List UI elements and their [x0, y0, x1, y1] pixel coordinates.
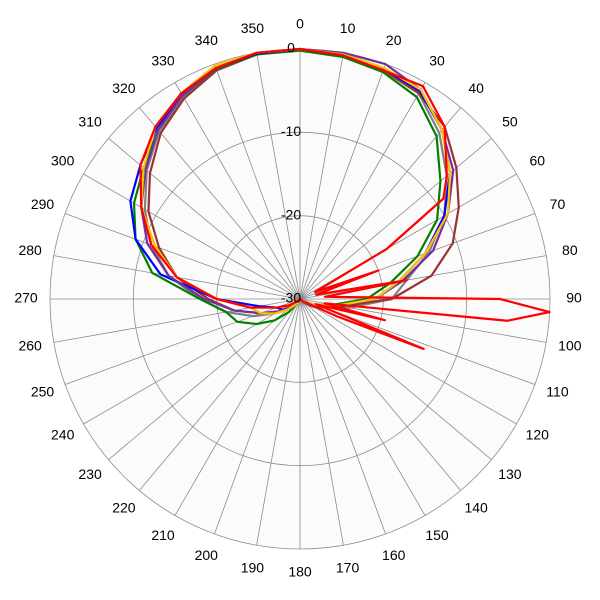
theta-tick-label: 240 [51, 427, 75, 443]
theta-tick-label: 290 [31, 196, 55, 212]
theta-tick-label: 220 [112, 500, 136, 516]
theta-tick-label: 160 [382, 547, 406, 563]
r-tick-label: -20 [281, 206, 301, 222]
theta-tick-label: 170 [336, 560, 360, 576]
theta-tick-label: 100 [558, 337, 582, 353]
theta-tick-label: 150 [425, 527, 449, 543]
spoke [299, 82, 426, 300]
theta-tick-label: 300 [51, 153, 75, 169]
spoke [214, 63, 301, 300]
theta-tick-label: 280 [18, 242, 42, 258]
theta-tick-label: 90 [566, 290, 582, 306]
series-line [139, 47, 551, 351]
theta-tick-label: 10 [340, 20, 356, 36]
spoke [256, 298, 301, 546]
spoke [299, 63, 386, 300]
spoke [299, 298, 386, 535]
spoke [299, 107, 462, 300]
spoke [83, 173, 301, 300]
theta-tick-label: 190 [241, 560, 265, 576]
theta-tick-label: 40 [468, 80, 484, 96]
spoke [256, 52, 301, 300]
r-tick-label: -30 [281, 290, 301, 306]
spoke [299, 298, 426, 516]
theta-tick-label: 20 [386, 32, 402, 48]
r-tick-label: 0 [287, 40, 295, 56]
theta-tick-label: 0 [296, 16, 304, 32]
theta-tick-label: 60 [530, 153, 546, 169]
spoke [174, 298, 301, 516]
theta-tick-label: 70 [550, 196, 566, 212]
theta-tick-label: 140 [464, 500, 488, 516]
theta-tick-label: 260 [18, 337, 42, 353]
theta-tick-label: 120 [526, 427, 550, 443]
r-tick-label: -10 [281, 123, 301, 139]
spoke [299, 52, 344, 300]
theta-tick-label: 270 [14, 290, 38, 306]
spoke [299, 298, 344, 546]
spoke [138, 107, 301, 300]
spoke [64, 213, 301, 300]
theta-tick-label: 320 [112, 80, 136, 96]
spoke [299, 298, 517, 425]
theta-tick-label: 180 [288, 564, 312, 580]
theta-tick-label: 50 [502, 114, 518, 130]
spoke [83, 298, 301, 425]
theta-tick-label: 350 [241, 20, 265, 36]
spoke [299, 298, 492, 461]
spoke [174, 82, 301, 300]
spoke [214, 298, 301, 535]
theta-tick-label: 200 [195, 547, 219, 563]
series-line [140, 47, 452, 315]
theta-tick-label: 110 [546, 383, 569, 399]
theta-tick-label: 340 [195, 32, 219, 48]
theta-tick-label: 310 [78, 114, 102, 130]
theta-tick-label: 230 [78, 466, 102, 482]
theta-tick-label: 330 [151, 52, 175, 68]
theta-tick-label: 30 [429, 52, 445, 68]
theta-tick-label: 250 [31, 383, 55, 399]
theta-tick-label: 130 [498, 466, 522, 482]
spoke [138, 298, 301, 491]
theta-tick-label: 210 [151, 527, 175, 543]
spoke [299, 298, 462, 491]
theta-tick-label: 80 [562, 242, 578, 258]
spoke [299, 137, 492, 300]
spoke [108, 298, 301, 461]
